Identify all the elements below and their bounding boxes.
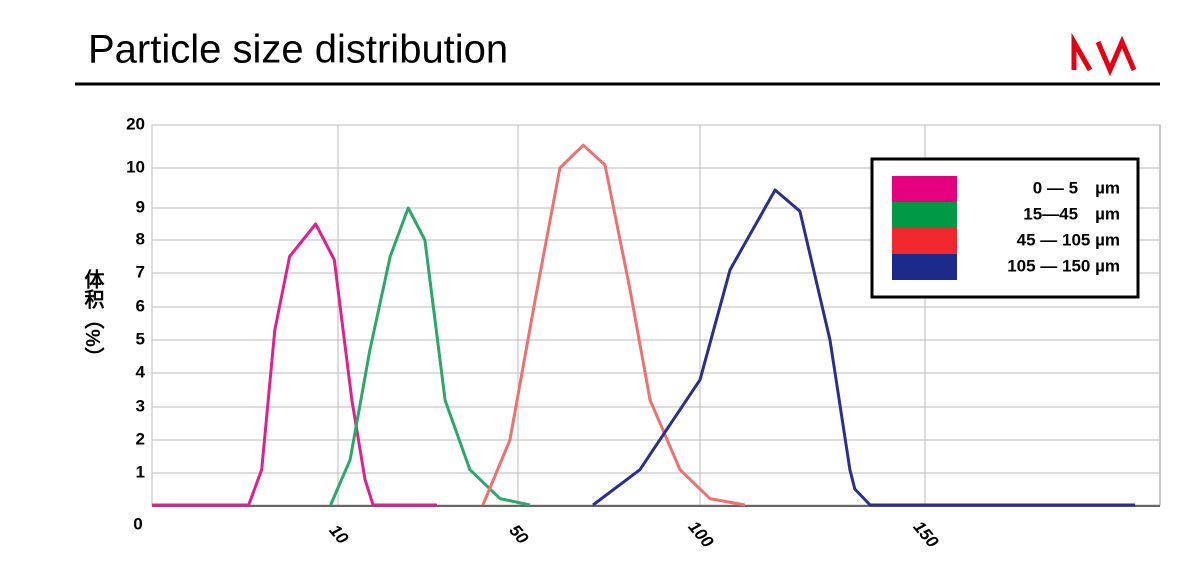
legend-label: 105 — 150 µm [1007,256,1120,275]
legend-swatch [892,254,957,280]
y-tick-label: 6 [136,296,145,315]
legend-swatch [892,228,957,254]
y-tick-label: 8 [136,229,145,248]
x-tick-label: 100 [684,517,717,551]
y-tick-label: 7 [136,262,145,281]
y-tick-label: 10 [126,157,145,176]
series-line [329,206,531,507]
y-axis-label: 体积（%） [81,268,104,367]
series-line [152,222,437,507]
legend-label: 15—45 µm [1023,204,1120,223]
legend-label: 45 — 105 µm [1017,230,1120,249]
legend-swatch [892,202,957,228]
x-tick-label: 150 [909,517,942,551]
legend-items: 0 — 5 µm 15—45 µm 45 — 105 µm 105 — 150 µm [892,176,1120,280]
legend-label: 0 — 5 µm [1033,178,1120,197]
series-line [592,188,1136,507]
series-line [481,143,746,507]
y-tick-label: 20 [126,114,145,133]
y-tick-label: 9 [136,197,145,216]
x-tick-label: 10 [325,521,352,548]
x-tick-label: 0 [133,514,142,533]
logo [1071,32,1137,77]
y-tick-label: 2 [136,429,145,448]
y-tick-label: 3 [136,396,145,415]
y-tick-label: 1 [136,462,145,481]
chart-title: Particle size distribution [88,28,508,72]
x-tick-label: 50 [505,521,532,548]
legend-swatch [892,176,957,202]
y-tick-label: 5 [136,329,145,348]
y-tick-label: 4 [136,362,146,381]
